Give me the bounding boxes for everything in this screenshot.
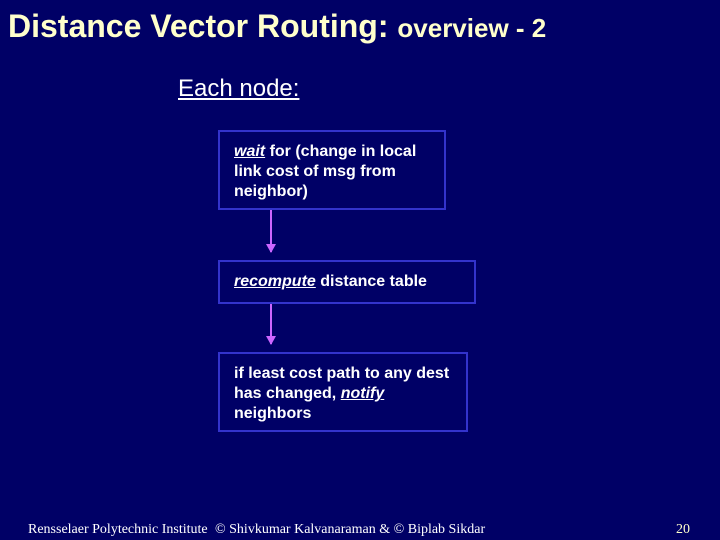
step-text: distance table (316, 273, 427, 290)
arrow-icon (270, 210, 272, 252)
title-main: Distance Vector Routing: (8, 8, 397, 44)
slide-title: Distance Vector Routing: overview - 2 (0, 0, 720, 45)
title-sub: overview - 2 (397, 13, 546, 43)
slide-number: 20 (676, 522, 690, 538)
subtitle: Each node: (178, 75, 299, 103)
footer-institute: Rensselaer Polytechnic Institute (28, 522, 208, 538)
step-em: recompute (234, 273, 316, 290)
step-box-notify: if least cost path to any dest has chang… (218, 352, 468, 432)
step-box-recompute: recompute distance table (218, 260, 476, 304)
step-box-wait: wait for (change in local link cost of m… (218, 130, 446, 210)
step-em: wait (234, 143, 265, 160)
arrow-icon (270, 304, 272, 344)
step-text-post: neighbors (234, 405, 311, 422)
step-em: notify (341, 385, 385, 402)
footer-copyright: © Shivkumar Kalvanaraman & © Biplab Sikd… (215, 522, 485, 538)
